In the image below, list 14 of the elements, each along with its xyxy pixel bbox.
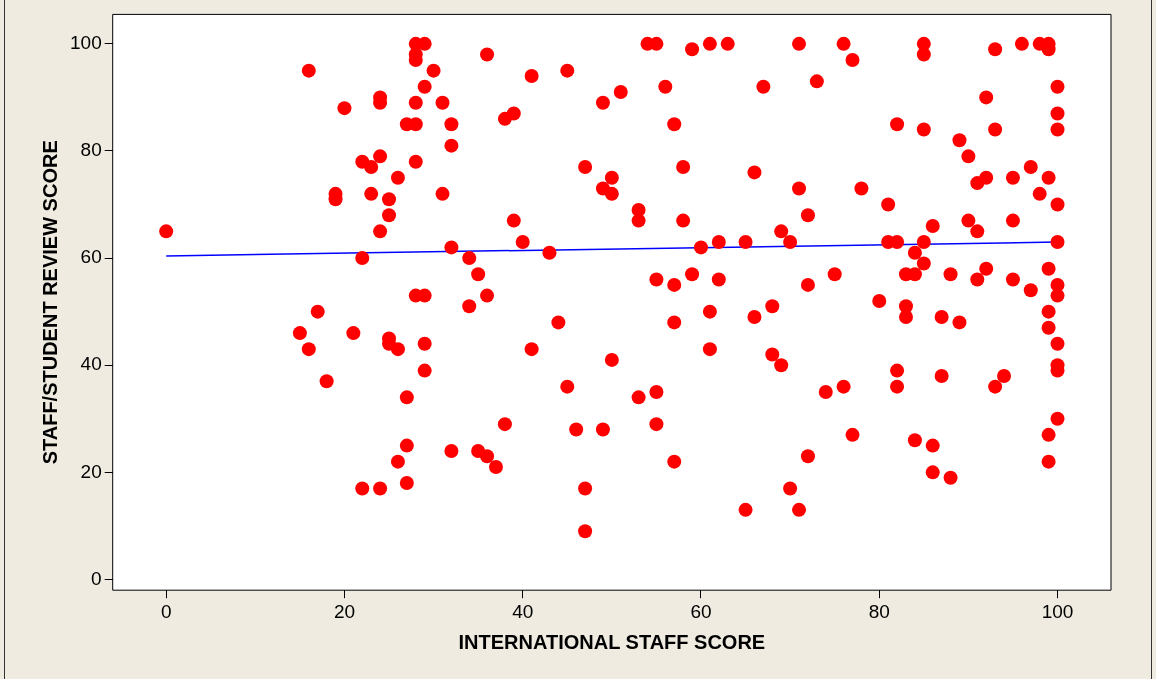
y-axis-title: STAFF/STUDENT REVIEW SCORE bbox=[38, 140, 61, 465]
x-tick-label: 80 bbox=[868, 600, 890, 622]
x-tick-label: 60 bbox=[690, 600, 712, 622]
x-tick-label: 0 bbox=[160, 600, 172, 622]
y-tick-label: 20 bbox=[80, 460, 102, 482]
y-tick-label: 60 bbox=[80, 246, 102, 268]
x-tick-label: 20 bbox=[333, 600, 356, 622]
y-tick-label: 0 bbox=[91, 567, 102, 589]
x-tick-label: 40 bbox=[512, 600, 534, 622]
y-tick-label: 40 bbox=[80, 353, 102, 375]
y-tick-label: 100 bbox=[70, 32, 102, 54]
y-tick-label: 80 bbox=[80, 139, 102, 161]
x-tick-label: 100 bbox=[1041, 600, 1074, 622]
x-axis-title: INTERNATIONAL STAFF SCORE bbox=[458, 630, 766, 653]
